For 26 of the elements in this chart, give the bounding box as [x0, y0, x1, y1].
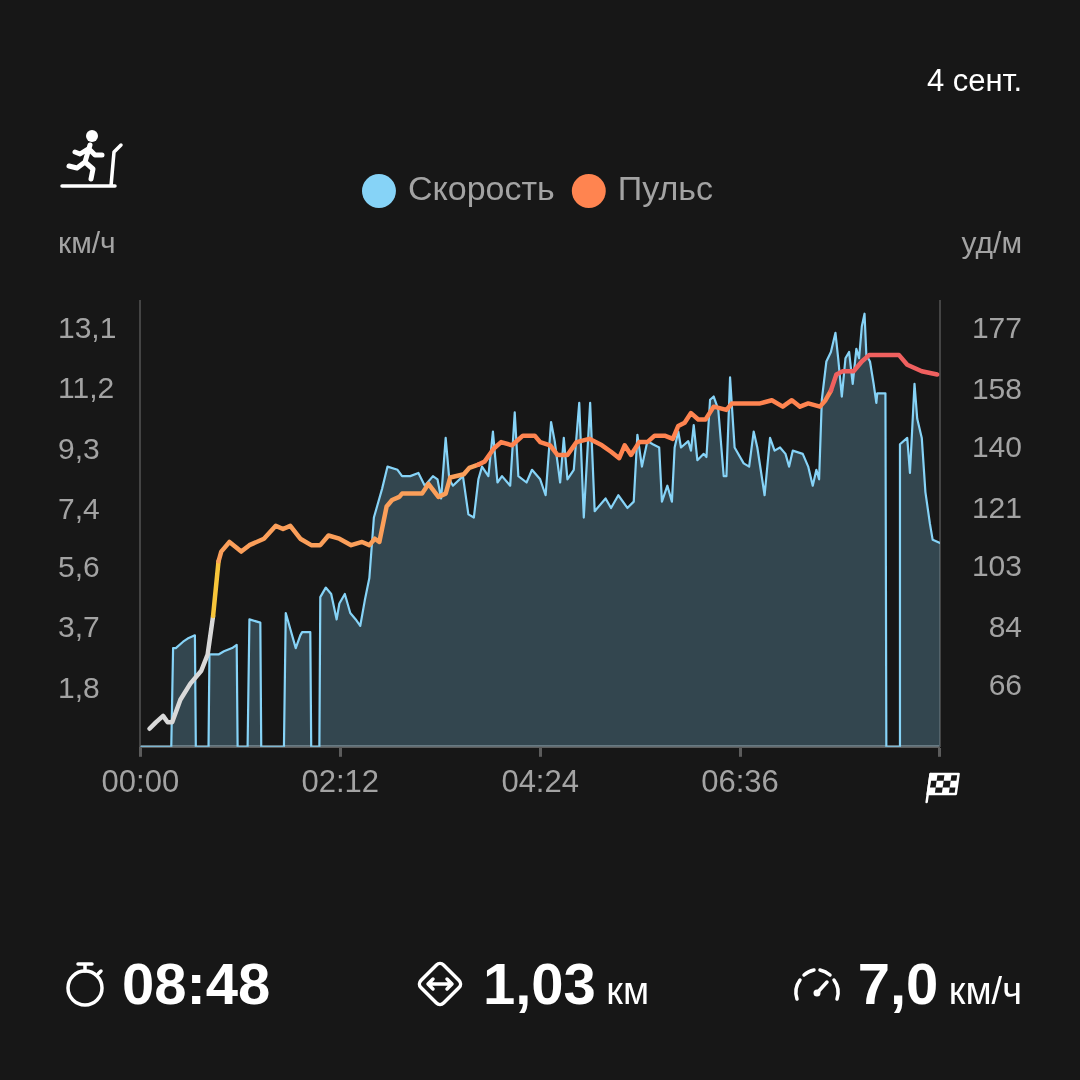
x-tick-label: 04:24 — [501, 763, 579, 799]
y-tick-label: 9,3 — [58, 431, 100, 465]
y2-tick-label: 140 — [971, 429, 1022, 463]
x-tick-label: 00:00 — [101, 763, 180, 799]
y-tick-label: 3,7 — [58, 610, 100, 644]
text: 08:48 — [122, 951, 271, 1016]
y-tick-label: 1,8 — [58, 670, 100, 704]
y-tick-label: 7,4 — [58, 492, 100, 526]
y-tick-label: 13,1 — [58, 310, 117, 344]
legend-label: Скорость — [407, 169, 555, 208]
y2-tick-label: 177 — [971, 310, 1022, 344]
y2-axis-title: уд/м — [961, 226, 1022, 260]
text: 7,0 км/ч — [857, 951, 1022, 1016]
y-axis-title: км/ч — [58, 226, 116, 260]
y2-tick-label: 121 — [971, 490, 1022, 524]
y2-tick-label: 66 — [988, 668, 1022, 702]
y-tick-label: 11,2 — [58, 371, 115, 405]
chart-subtitle: 4 сент. — [926, 62, 1022, 100]
y-tick-label: 5,6 — [58, 549, 100, 583]
y2-tick-label: 84 — [988, 610, 1022, 644]
x-tick-label: 02:12 — [301, 763, 380, 799]
x-tick-label: 06:36 — [701, 763, 779, 799]
legend-label: Пульс — [617, 169, 714, 208]
y2-tick-label: 158 — [971, 371, 1022, 405]
y2-tick-label: 103 — [971, 548, 1022, 582]
text: 1,03 км — [482, 951, 650, 1016]
